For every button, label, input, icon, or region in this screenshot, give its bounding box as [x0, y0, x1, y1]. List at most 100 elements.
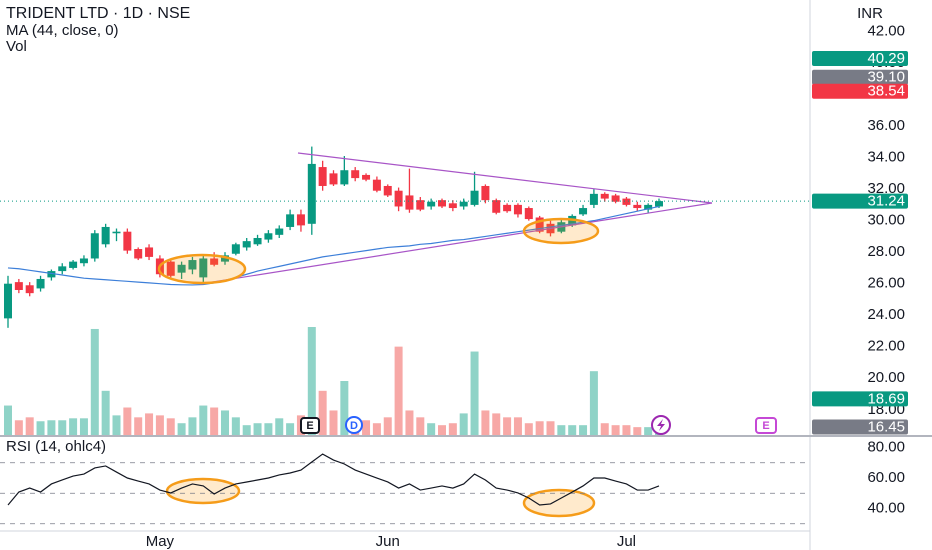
price-tick-label: 32.00 [867, 180, 905, 197]
price-badge-label: 39.10 [867, 69, 905, 86]
price-badge-label: 16.45 [867, 418, 905, 435]
candle-body [481, 185, 490, 201]
price-tick-label: 24.00 [867, 306, 905, 323]
volume-bar [622, 425, 631, 435]
volume-bar [524, 423, 533, 435]
candle-body [438, 200, 446, 207]
candle-body [427, 201, 436, 207]
candle-body [69, 261, 78, 268]
candle-body [383, 185, 392, 196]
time-tick-label: Jun [376, 533, 400, 550]
volume-bar [253, 423, 262, 435]
volume-bar [535, 421, 544, 435]
volume-bar [644, 427, 653, 435]
dividend-event[interactable] [345, 416, 363, 434]
candle-body [362, 174, 371, 180]
price-badge-label: 31.24 [867, 193, 905, 210]
price-tick-label: 26.00 [867, 275, 905, 292]
volume-bar [568, 425, 577, 435]
volume-bar [134, 417, 143, 435]
candle-body [372, 179, 381, 191]
candle-body [600, 193, 609, 199]
candle-body [611, 195, 620, 202]
candle-body [101, 226, 110, 245]
candle-body [340, 170, 349, 185]
rsi-line [7, 453, 660, 506]
candle-body [470, 190, 479, 205]
price-tick-label: 20.00 [867, 369, 905, 386]
price-badge [812, 69, 908, 85]
price-badge [812, 419, 908, 435]
candle-body [296, 214, 305, 226]
volume-bar [210, 407, 219, 435]
candle-body [535, 217, 544, 232]
price-tick-label: 42.00 [867, 22, 905, 39]
moving-average-line [7, 205, 660, 286]
earnings-event[interactable] [755, 417, 777, 434]
price-badge [812, 50, 908, 66]
price-badge-label: 40.29 [867, 50, 905, 67]
volume-bar [242, 425, 251, 435]
candle-body [492, 200, 501, 213]
candle-body [655, 201, 663, 207]
candle-body [112, 231, 121, 234]
candle-body [416, 200, 425, 210]
event-label: E [762, 420, 769, 432]
volume-bar [633, 427, 642, 435]
rsi-title[interactable]: RSI (14, ohlc4) [6, 438, 106, 455]
highlight-ellipse [522, 488, 596, 518]
volume-bar [579, 425, 588, 435]
volume-bar [166, 418, 175, 435]
candle-body [589, 193, 598, 205]
price-badge-label: 38.54 [867, 83, 905, 100]
volume-bar [362, 420, 371, 435]
volume-bar [383, 417, 392, 435]
candle-body [221, 255, 229, 262]
volume-bar [112, 415, 121, 435]
price-badge [812, 391, 908, 407]
rsi-tick-label: 80.00 [867, 438, 905, 455]
currency-label[interactable]: INR [857, 5, 883, 22]
volume-bar [611, 425, 620, 435]
volume-bar [25, 417, 34, 435]
price-tick-label: 30.00 [867, 212, 905, 229]
volume-bar [4, 405, 12, 435]
volume-title[interactable]: Vol [6, 38, 27, 55]
volume-bar [123, 407, 132, 435]
candle-body [633, 204, 642, 209]
volume-bar [145, 413, 154, 435]
price-tick-label: 28.00 [867, 243, 905, 260]
highlight-ellipse [522, 217, 600, 245]
candle-body [231, 244, 240, 254]
symbol-title[interactable]: TRIDENT LTD · 1D · NSE [6, 5, 190, 22]
candle-body [145, 247, 154, 257]
volume-bar [58, 420, 67, 435]
candle-body [579, 208, 588, 215]
candle-body [286, 214, 295, 227]
candle-body [134, 249, 143, 259]
price-tick-label: 34.00 [867, 149, 905, 166]
volume-bar [101, 390, 110, 435]
earnings-event[interactable] [300, 417, 320, 434]
candle-body [166, 261, 175, 276]
volume-bar [438, 425, 446, 435]
lightning-icon [657, 419, 665, 431]
candle-body [351, 170, 360, 179]
rsi-tick-label: 60.00 [867, 469, 905, 486]
volume-bar [47, 420, 56, 435]
candle-body [513, 204, 522, 215]
volume-bar [329, 410, 338, 435]
volume-bar [307, 327, 316, 435]
volume-bar [231, 417, 240, 435]
volume-bar [513, 417, 522, 435]
volume-bar [36, 421, 45, 435]
volume-bar [188, 417, 197, 435]
candle-body [644, 204, 653, 210]
price-badge [812, 193, 908, 209]
volume-bar [318, 390, 327, 435]
indicator-title[interactable]: MA (44, close, 0) [6, 22, 119, 39]
candle-body [58, 266, 67, 272]
candle-body [503, 204, 512, 212]
highlight-ellipse [157, 253, 247, 285]
volume-bar [14, 420, 23, 435]
